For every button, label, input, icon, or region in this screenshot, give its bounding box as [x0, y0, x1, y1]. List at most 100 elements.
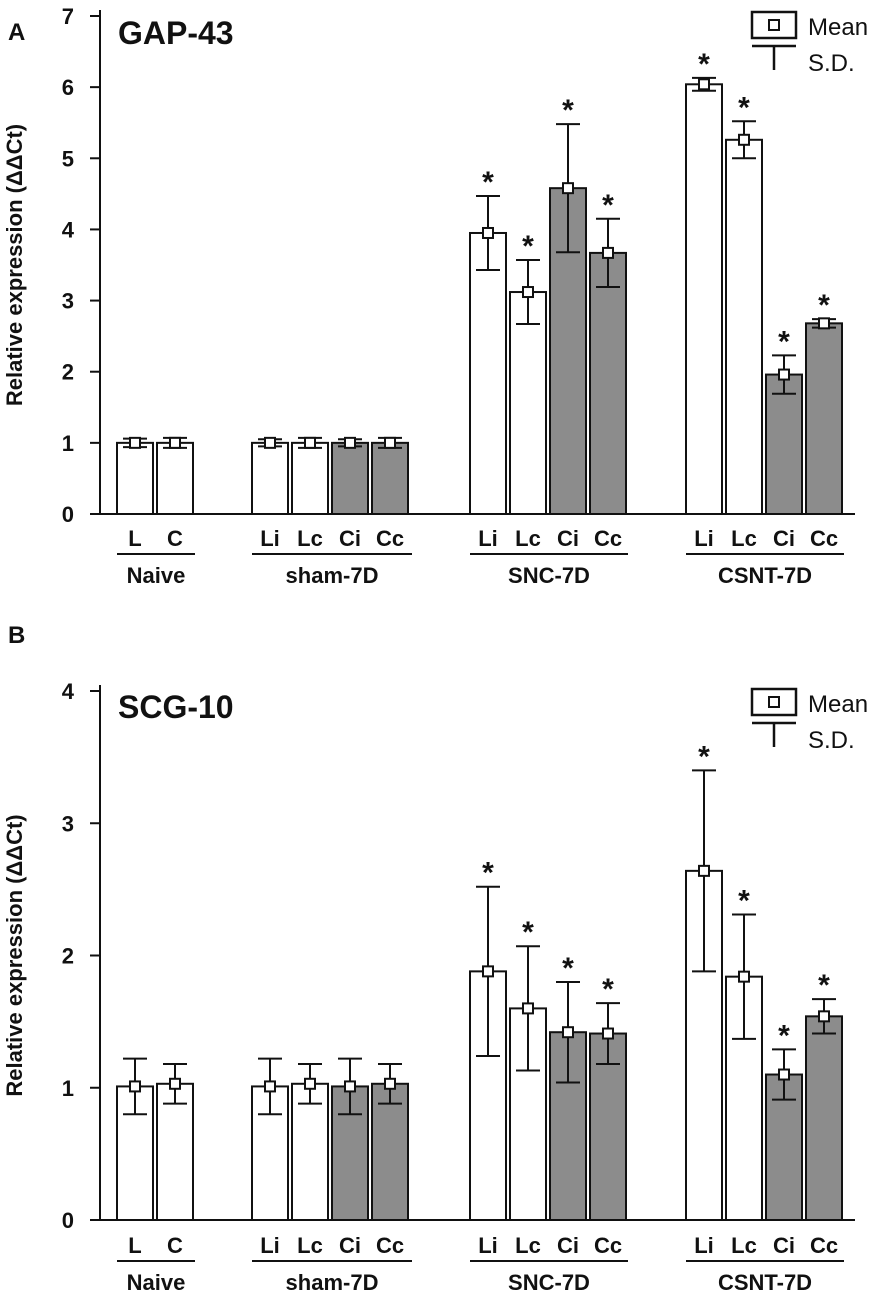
group-label: sham-7D — [286, 563, 379, 588]
bar-group: L C Naive — [116, 436, 195, 588]
y-axis-label: Relative expression (ΔΔCt) — [2, 124, 27, 406]
group-label: CSNT-7D — [718, 563, 812, 588]
x-tick-label: Ci — [339, 526, 361, 551]
chart-panel-a: A GAP-43 0 1 2 3 4 5 6 7 Relative expression (ΔΔCt… — [2, 4, 868, 588]
x-tick-label: Ci — [773, 526, 795, 551]
mean-marker — [129, 1080, 141, 1093]
x-tick-label: Cc — [376, 526, 404, 551]
bar-group: * Li * Lc * Ci * Cc CSNT-7D — [685, 740, 844, 1295]
mean-marker — [384, 436, 396, 449]
group-label: sham-7D — [286, 1270, 379, 1295]
y-tick-label: 1 — [62, 1076, 74, 1101]
group-label: CSNT-7D — [718, 1270, 812, 1295]
mean-marker — [169, 1077, 181, 1090]
mean-marker — [304, 436, 316, 449]
mean-marker — [482, 965, 494, 978]
y-tick-label: 3 — [62, 289, 74, 314]
y-tick-label: 3 — [62, 811, 74, 836]
x-tick-label: Lc — [297, 1233, 323, 1258]
y-axis-label: Relative expression (ΔΔCt) — [2, 814, 27, 1096]
legend-sd-label: S.D. — [808, 50, 855, 77]
legend-mean-box — [750, 10, 798, 40]
x-tick-label: C — [167, 1233, 183, 1258]
mean-marker — [818, 1010, 830, 1023]
bar — [251, 441, 289, 516]
significance-star: * — [602, 189, 614, 222]
mean-marker — [778, 1068, 790, 1081]
mean-marker — [264, 436, 276, 449]
x-tick-label: Li — [478, 526, 498, 551]
y-tick-label: 6 — [62, 75, 74, 100]
significance-star: * — [602, 973, 614, 1006]
mean-marker — [344, 1080, 356, 1093]
significance-star: * — [698, 740, 710, 773]
bar — [469, 231, 507, 515]
x-tick-label: Cc — [376, 1233, 404, 1258]
y-tick-label: 5 — [62, 146, 74, 171]
bar — [685, 83, 723, 515]
x-tick-label: Ci — [773, 1233, 795, 1258]
significance-star: * — [562, 952, 574, 985]
legend-mean-label: Mean — [808, 14, 868, 41]
legend-mean-marker — [768, 696, 780, 708]
bar — [805, 322, 843, 515]
x-tick-label: Lc — [731, 526, 757, 551]
mean-marker — [602, 246, 614, 259]
x-tick-label: Cc — [810, 526, 838, 551]
significance-star: * — [482, 857, 494, 890]
bar — [156, 441, 194, 516]
x-tick-label: C — [167, 526, 183, 551]
x-tick-label: Lc — [297, 526, 323, 551]
mean-marker — [169, 436, 181, 449]
legend: Mean S.D. — [750, 10, 868, 77]
bar — [509, 291, 547, 515]
x-tick-label: Cc — [810, 1233, 838, 1258]
legend-sd-label: S.D. — [808, 727, 855, 754]
significance-star: * — [738, 885, 750, 918]
mean-marker — [482, 226, 494, 239]
panel-letter: B — [8, 622, 25, 649]
significance-star: * — [698, 48, 710, 81]
bar-group: L C Naive — [116, 1057, 195, 1295]
x-tick-label: Li — [694, 526, 714, 551]
bar — [156, 1082, 194, 1221]
y-tick-label: 1 — [62, 431, 74, 456]
mean-marker — [602, 1027, 614, 1040]
legend-mean-label: Mean — [808, 691, 868, 718]
bar — [291, 441, 329, 516]
bar — [589, 251, 627, 516]
x-tick-label: Lc — [731, 1233, 757, 1258]
mean-marker — [698, 78, 710, 91]
x-tick-label: Ci — [557, 1233, 579, 1258]
significance-star: * — [522, 230, 534, 263]
bar — [725, 138, 763, 515]
significance-star: * — [778, 325, 790, 358]
legend-mean-marker — [768, 19, 780, 31]
x-tick-label: Li — [694, 1233, 714, 1258]
x-tick-label: Cc — [594, 526, 622, 551]
significance-star: * — [738, 91, 750, 124]
significance-star: * — [818, 289, 830, 322]
y-tick-label: 2 — [62, 360, 74, 385]
significance-star: * — [778, 1019, 790, 1052]
mean-marker — [562, 182, 574, 195]
bar — [331, 441, 369, 516]
x-tick-label: Cc — [594, 1233, 622, 1258]
group-label: Naive — [127, 563, 186, 588]
chart-panel-b: B SCG-10 0 1 2 3 4 Relative expression (ΔΔCt) Me… — [2, 622, 868, 1295]
mean-marker — [522, 286, 534, 299]
significance-star: * — [482, 166, 494, 199]
x-tick-label: L — [128, 1233, 141, 1258]
mean-marker — [344, 436, 356, 449]
x-tick-label: Li — [260, 526, 280, 551]
bar-group: Li Lc Ci Cc sham-7D — [251, 1057, 412, 1295]
chart-title: SCG-10 — [118, 689, 234, 725]
mean-marker — [818, 317, 830, 330]
bar-group: Li Lc Ci Cc sham-7D — [251, 436, 412, 588]
bar — [805, 1015, 843, 1222]
mean-marker — [738, 133, 750, 146]
mean-marker — [304, 1077, 316, 1090]
